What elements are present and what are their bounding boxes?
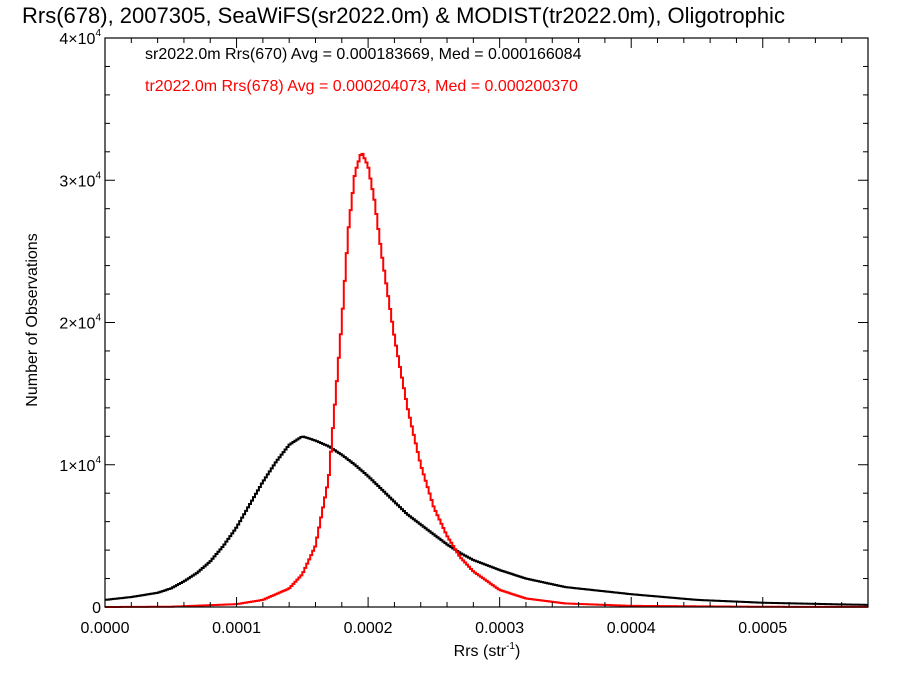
x-tick-label: 0.0002 (344, 620, 393, 637)
y-tick-label: 4×104 (59, 28, 101, 48)
series-line-sr2022.0m (105, 435, 868, 606)
x-axis-label-main: Rrs (str (454, 643, 507, 660)
y-tick-mantissa: 1×10 (59, 458, 95, 475)
y-tick-mantissa: 3×10 (59, 173, 95, 190)
x-axis-label-suffix: ) (515, 643, 520, 660)
x-tick-label: 0.0003 (475, 620, 524, 637)
y-tick-exponent: 4 (95, 313, 101, 324)
x-tick-label: 0.0000 (81, 620, 130, 637)
y-tick-exponent: 4 (95, 28, 101, 39)
y-tick-label: 1×104 (59, 455, 101, 475)
chart-title: Rrs(678), 2007305, SeaWiFS(sr2022.0m) & … (22, 3, 785, 28)
y-tick-exponent: 4 (95, 455, 101, 466)
plot-frame (104, 37, 869, 608)
y-tick-label: 0 (92, 600, 101, 617)
x-tick-label: 0.0005 (738, 620, 787, 637)
y-tick-mantissa: 2×10 (59, 316, 95, 333)
y-tick-exponent: 4 (95, 170, 101, 181)
y-tick-label: 3×104 (59, 170, 101, 190)
tick-layer (104, 37, 869, 608)
x-tick-label: 0.0001 (212, 620, 261, 637)
x-axis-label-sup: -1 (506, 641, 515, 652)
x-tick-label: 0.0004 (607, 620, 656, 637)
annotation-tr2022: tr2022.0m Rrs(678) Avg = 0.000204073, Me… (145, 78, 578, 95)
y-tick-label: 2×104 (59, 313, 101, 333)
y-tick-mantissa: 0 (92, 600, 101, 617)
series-line-tr2022.0m (105, 152, 868, 608)
x-tick-labels: 0.0000 0.0001 0.0002 0.0003 0.0004 0.0005 (81, 620, 788, 637)
y-axis-label: Number of Observations (24, 233, 41, 406)
series-layer (105, 152, 868, 608)
x-axis-label: Rrs (str-1) (454, 641, 521, 660)
y-tick-mantissa: 4×10 (59, 31, 95, 48)
annotation-sr2022: sr2022.0m Rrs(670) Avg = 0.000183669, Me… (145, 46, 582, 63)
